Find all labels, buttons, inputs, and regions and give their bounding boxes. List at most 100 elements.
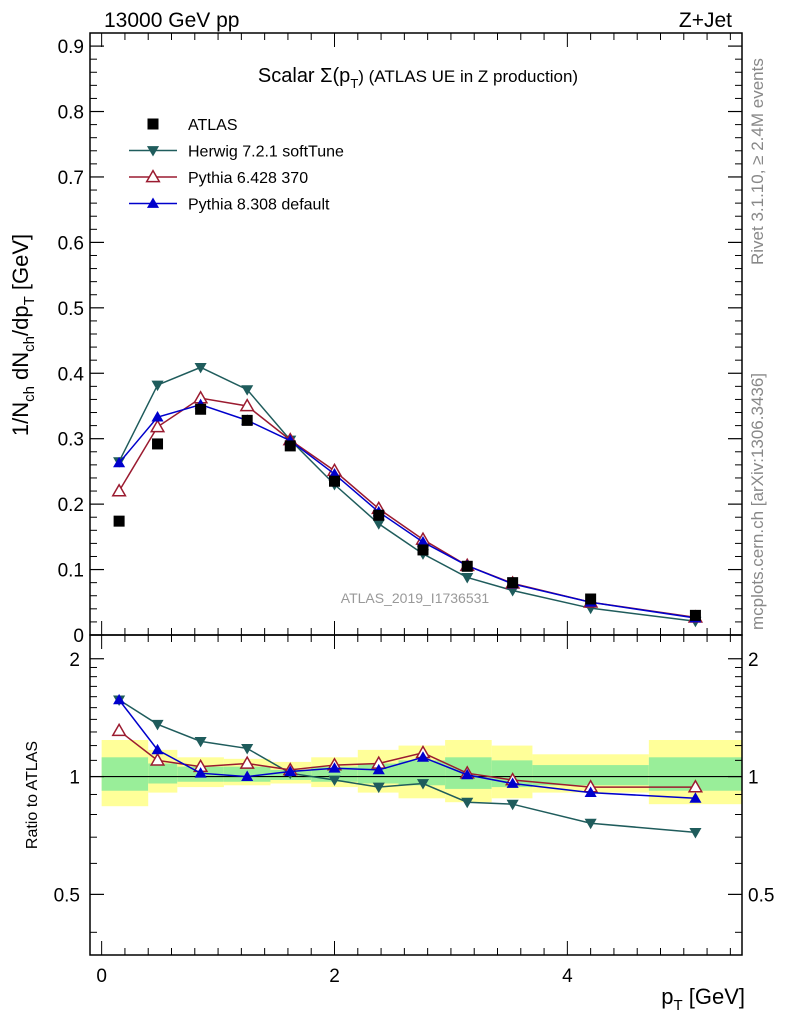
ratio-axes: 0 2 4 0.5 0.5 1 1 2 2 <box>54 33 774 987</box>
ratio-point-triangle-up-open <box>239 755 255 769</box>
main-point-square <box>689 609 701 621</box>
main-y-tick-label: 0.8 <box>58 103 84 124</box>
main-title: Scalar Σ(pT) (ATLAS UE in Z production) <box>258 65 578 91</box>
ratio-point-triangle-up <box>194 767 207 778</box>
main-point-triangle-up <box>151 411 164 422</box>
header-right: Z+Jet <box>679 9 732 32</box>
ratio-point-triangle-up <box>151 743 164 755</box>
ratio-frame <box>89 634 743 956</box>
main-line-triangle-down <box>118 366 696 623</box>
x-axis-label: pT [GeV] <box>661 984 745 1014</box>
title-prefix: Scalar Σ(p <box>258 65 350 87</box>
main-point-triangle-down <box>151 380 164 392</box>
main-point-square <box>373 509 385 521</box>
legend-marker-square <box>147 118 159 130</box>
title-suffix: ) (ATLAS UE in Z production) <box>358 67 578 86</box>
title-sub: T <box>350 76 358 91</box>
main-line-triangle-up <box>118 403 696 619</box>
main-point-square <box>113 515 125 527</box>
ratio-point-triangle-up-open <box>687 779 704 793</box>
ratio-y-tick-label-right: 2 <box>748 650 759 671</box>
ratio-point-triangle-up <box>372 763 385 775</box>
ratio-point-triangle-up <box>113 693 126 705</box>
legend-label: Pythia 6.428 370 <box>188 170 308 187</box>
ratio-y-tick-label-right: 0.5 <box>748 885 774 906</box>
legend-label: Pythia 8.308 default <box>188 197 330 214</box>
x-tick-label: 4 <box>562 966 573 987</box>
main-point-square <box>417 544 429 556</box>
ratio-y-tick-label: 2 <box>69 650 80 671</box>
legend-marker-triangle-down <box>146 146 160 157</box>
main-y-tick-label: 0.3 <box>58 430 84 451</box>
ylabel-part-2: dN <box>8 352 33 386</box>
ylabel-part-1: ch <box>21 386 38 402</box>
ratio-point-triangle-down <box>689 828 702 839</box>
x-tick-label: 2 <box>329 966 340 987</box>
legend-label: ATLAS <box>188 117 238 134</box>
main-point-square <box>152 438 164 450</box>
band-inner-bin <box>101 757 149 791</box>
ratio-y-tick-label-right: 1 <box>748 768 759 789</box>
main-point-triangle-up-open <box>239 398 255 412</box>
ratio-point-triangle-up <box>284 765 297 776</box>
ratio-point-triangle-down <box>584 818 597 830</box>
ratio-ylabel: Ratio to ATLAS <box>24 741 41 849</box>
ratio-point-triangle-down <box>461 797 474 809</box>
ratio-point-triangle-down <box>328 775 341 787</box>
legend-label: Herwig 7.2.1 softTune <box>188 144 344 161</box>
main-point-triangle-up-open <box>149 419 166 433</box>
xlabel-sub: T <box>673 997 682 1014</box>
main-line-triangle-up-open <box>118 397 696 619</box>
legend: ATLAS Herwig 7.2.1 softTune Pythia 6.428 3… <box>129 117 344 214</box>
main-y-tick-label: 0.2 <box>58 495 84 516</box>
ratio-point-triangle-up <box>241 770 254 781</box>
ratio-point-triangle-down <box>506 799 519 811</box>
ratio-line-triangle-up <box>118 699 696 800</box>
main-point-square <box>461 560 473 572</box>
x-tick-label: 0 <box>96 966 107 987</box>
ratio-point-triangle-down <box>372 782 385 794</box>
ratio-point-triangle-down <box>151 719 164 731</box>
ratio-series <box>111 693 704 839</box>
main-y-tick-label: 0.9 <box>58 37 84 58</box>
main-point-triangle-up-open <box>111 483 127 497</box>
main-point-square <box>507 577 519 589</box>
main-point-triangle-down <box>372 519 385 530</box>
legend-marker-triangle-up-open <box>145 169 161 183</box>
ratio-point-triangle-up-open <box>149 752 166 766</box>
rivet-label: Rivet 3.1.10, ≥ 2.4M events <box>748 58 767 265</box>
main-axes: 0 0.1 0.2 0.3 0.4 0.5 0.6 0.7 0.8 0.9 <box>58 37 742 647</box>
main-point-square <box>195 403 207 415</box>
ratio-point-triangle-down <box>241 744 254 755</box>
main-y-tick-label: 0.5 <box>58 299 84 320</box>
ylabel-part-3: ch <box>21 336 38 352</box>
ratio-line-triangle-up-open <box>118 730 696 788</box>
main-point-square <box>241 414 253 426</box>
main-y-tick-label: 0.4 <box>58 364 85 385</box>
main-y-tick-label: 0 <box>73 626 84 647</box>
band-inner-bin <box>148 763 178 784</box>
main-y-tick-label: 0.6 <box>58 233 84 254</box>
ratio-y-tick-label: 1 <box>69 768 80 789</box>
main-series <box>111 362 704 628</box>
main-y-tick-label: 0.7 <box>58 168 84 189</box>
main-point-triangle-down <box>461 573 474 584</box>
xlabel-main: p <box>661 984 673 1009</box>
ratio-line-triangle-down <box>118 699 696 834</box>
main-point-square <box>585 593 597 605</box>
ylabel-part-6: [GeV] <box>8 234 33 296</box>
legend-marker-triangle-up <box>146 197 160 208</box>
xlabel-unit: [GeV] <box>683 984 745 1009</box>
ylabel-part-0: 1/N <box>8 402 33 436</box>
ylabel-part-4: /dp <box>8 305 33 336</box>
ratio-point-triangle-down <box>194 736 207 748</box>
ratio-point-triangle-up <box>328 762 341 773</box>
ratio-point-triangle-up <box>584 786 597 797</box>
main-ylabel: 1/Nch dNch/dpT [GeV] <box>8 234 38 436</box>
ratio-point-triangle-up-open <box>111 722 127 737</box>
main-point-square <box>329 475 340 487</box>
main-point-triangle-up <box>416 536 430 547</box>
main-point-triangle-down <box>241 385 254 396</box>
band-inner-bin <box>532 765 649 786</box>
